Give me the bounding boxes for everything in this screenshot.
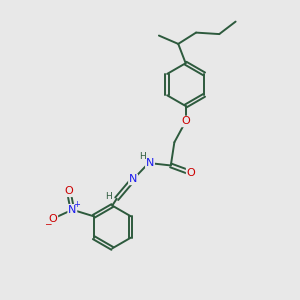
Text: +: + (74, 200, 80, 209)
Text: H: H (139, 152, 146, 161)
Text: −: − (44, 220, 51, 229)
Text: O: O (187, 168, 195, 178)
Text: O: O (64, 186, 73, 196)
Text: N: N (68, 205, 76, 215)
Text: N: N (129, 174, 137, 184)
Text: H: H (105, 192, 112, 201)
Text: O: O (181, 116, 190, 127)
Text: N: N (146, 158, 154, 168)
Text: O: O (49, 214, 57, 224)
